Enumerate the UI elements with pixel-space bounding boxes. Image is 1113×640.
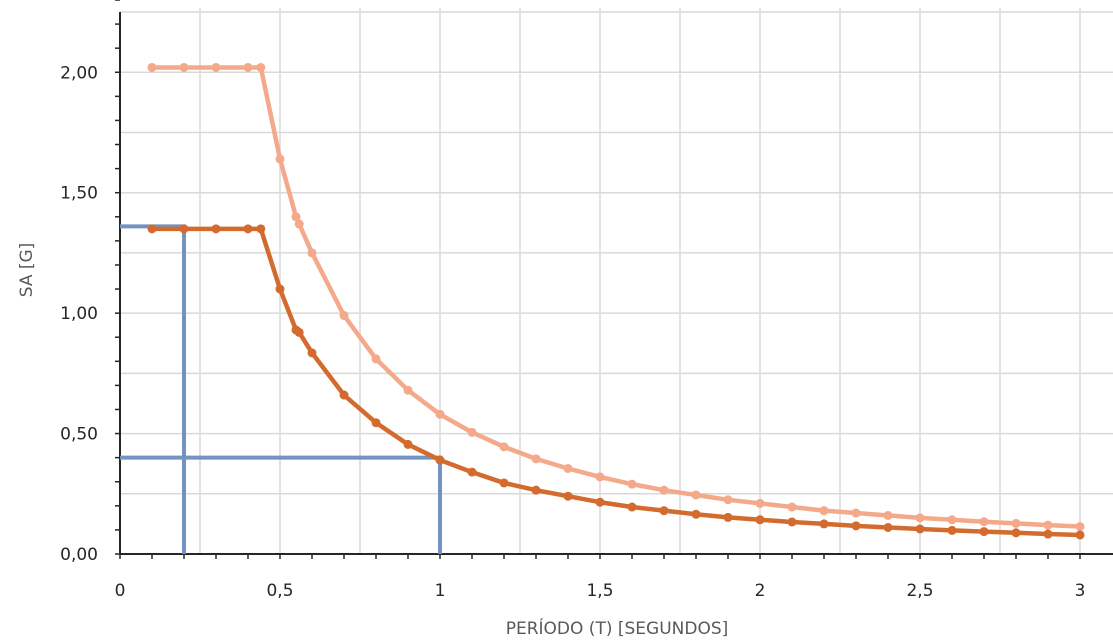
data-point — [883, 510, 893, 520]
data-point — [979, 527, 989, 537]
data-point — [243, 62, 253, 72]
data-point — [467, 467, 477, 477]
data-point — [979, 517, 989, 527]
data-point — [947, 515, 957, 525]
data-point — [339, 311, 349, 321]
gridlines — [120, 8, 1113, 554]
data-point — [947, 525, 957, 535]
data-point — [755, 515, 765, 525]
data-point — [294, 327, 304, 337]
data-point — [1043, 529, 1053, 539]
data-point — [595, 472, 605, 482]
data-point — [691, 509, 701, 519]
data-point — [467, 427, 477, 437]
data-point — [851, 508, 861, 518]
y-tick-label: 0,00 — [60, 545, 98, 565]
data-point — [256, 224, 266, 234]
data-point — [371, 418, 381, 428]
data-point — [915, 513, 925, 523]
data-point — [595, 497, 605, 507]
data-point — [403, 439, 413, 449]
data-point — [819, 506, 829, 516]
x-tick-label: 0 — [115, 581, 126, 601]
y-tick-label: 2,00 — [60, 63, 98, 83]
data-point — [307, 248, 317, 258]
data-point — [563, 463, 573, 473]
data-point — [531, 454, 541, 464]
data-point — [1075, 522, 1085, 532]
data-point — [179, 62, 189, 72]
x-tick-label: 2 — [755, 581, 766, 601]
data-point — [755, 498, 765, 508]
data-point — [371, 354, 381, 364]
x-tick-label: 0,5 — [266, 581, 293, 601]
data-point — [435, 455, 445, 465]
data-point — [627, 479, 637, 489]
data-point — [787, 517, 797, 527]
data-point — [403, 385, 413, 395]
data-point — [179, 224, 189, 234]
x-tick-label: 1 — [435, 581, 446, 601]
x-tick-label: 2,5 — [906, 581, 933, 601]
y-tick-label: 1,00 — [60, 304, 98, 324]
data-point — [659, 506, 669, 516]
data-point — [339, 390, 349, 400]
data-point — [851, 521, 861, 531]
data-point — [723, 495, 733, 505]
data-point — [787, 502, 797, 512]
data-point — [883, 523, 893, 533]
data-point — [659, 485, 669, 495]
axes — [115, 0, 1113, 559]
series-line-2 — [149, 226, 1083, 538]
data-point — [1043, 520, 1053, 530]
x-axis-title: PERÍODO (T) [SEGUNDOS] — [506, 617, 729, 639]
data-point — [147, 224, 157, 234]
data-point — [1075, 530, 1085, 540]
x-tick-label: 3 — [1075, 581, 1086, 601]
y-tick-label: 0,50 — [60, 425, 98, 445]
data-point — [499, 478, 509, 488]
x-tick-label: 1,5 — [586, 581, 613, 601]
y-tick-label: 1,50 — [60, 184, 98, 204]
data-point — [275, 284, 285, 294]
data-point — [499, 442, 509, 452]
data-point — [691, 490, 701, 500]
data-point — [1011, 518, 1021, 528]
data-point — [294, 219, 304, 229]
series-group — [147, 62, 1085, 540]
data-point — [147, 62, 157, 72]
data-point — [275, 154, 285, 164]
annotation-line — [120, 224, 186, 554]
data-point — [211, 224, 221, 234]
data-point — [243, 224, 253, 234]
data-point — [531, 485, 541, 495]
data-point — [256, 62, 266, 72]
data-point — [291, 212, 301, 222]
data-point — [723, 512, 733, 522]
tick-labels: 0 0,5 1 1,5 2 2,5 3 0,00 0,50 1,00 1,50 2,00 — [60, 63, 1085, 601]
data-point — [435, 409, 445, 419]
data-point — [307, 348, 317, 358]
data-point — [1011, 528, 1021, 538]
data-point — [819, 519, 829, 529]
data-point — [211, 62, 221, 72]
y-axis-title: SA [G] — [17, 243, 37, 298]
data-point — [915, 524, 925, 534]
data-point — [563, 491, 573, 501]
data-point — [627, 502, 637, 512]
